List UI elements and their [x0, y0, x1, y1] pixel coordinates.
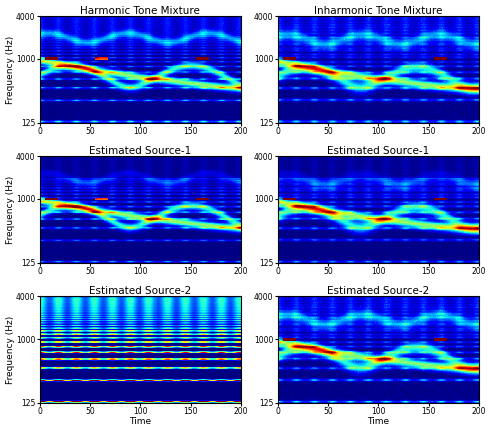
Y-axis label: Frequency (Hz): Frequency (Hz): [5, 175, 15, 244]
Title: Estimated Source-2: Estimated Source-2: [89, 286, 191, 295]
Y-axis label: Frequency (Hz): Frequency (Hz): [5, 315, 15, 384]
Title: Inharmonic Tone Mixture: Inharmonic Tone Mixture: [314, 6, 443, 16]
Title: Estimated Source-1: Estimated Source-1: [89, 146, 191, 156]
X-axis label: Time: Time: [129, 417, 152, 426]
Title: Harmonic Tone Mixture: Harmonic Tone Mixture: [81, 6, 200, 16]
X-axis label: Time: Time: [368, 417, 390, 426]
Title: Estimated Source-2: Estimated Source-2: [327, 286, 430, 295]
Y-axis label: Frequency (Hz): Frequency (Hz): [5, 35, 15, 104]
Title: Estimated Source-1: Estimated Source-1: [327, 146, 430, 156]
